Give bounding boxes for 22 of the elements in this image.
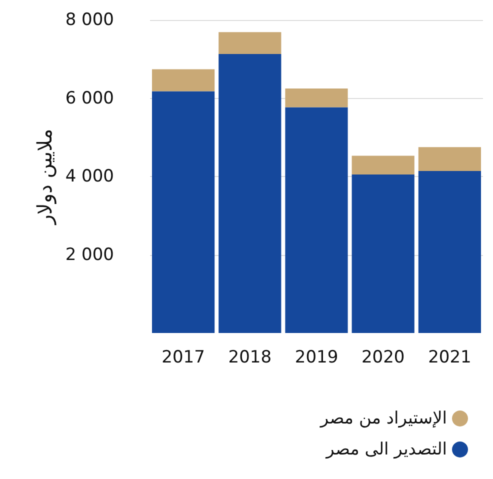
- x-tick-label: 2019: [294, 348, 338, 368]
- y-tick-label: 2 000: [65, 244, 114, 265]
- bar: [352, 156, 414, 175]
- bar: [285, 88, 348, 108]
- y-tick-label: 8 000: [65, 10, 114, 30]
- x-tick-label: 2017: [162, 348, 205, 368]
- legend-label: الإستيراد من مصر: [319, 408, 447, 428]
- bar: [152, 91, 215, 333]
- x-tick-label: 2021: [428, 348, 472, 368]
- y-tick-label: 4 000: [65, 166, 114, 186]
- x-tick-label: 2018: [228, 348, 272, 368]
- x-tick-label: 2020: [361, 348, 405, 368]
- bar: [218, 32, 282, 54]
- bar: [218, 54, 282, 333]
- y-axis-title: ملايين دولار: [32, 128, 56, 226]
- legend-label: التصدير الى مصر: [325, 440, 447, 460]
- bar: [418, 147, 481, 172]
- bar: [285, 107, 348, 333]
- bar: [352, 174, 414, 333]
- bar: [418, 171, 481, 333]
- bar: [152, 69, 215, 92]
- y-tick-label: 6 000: [65, 88, 114, 108]
